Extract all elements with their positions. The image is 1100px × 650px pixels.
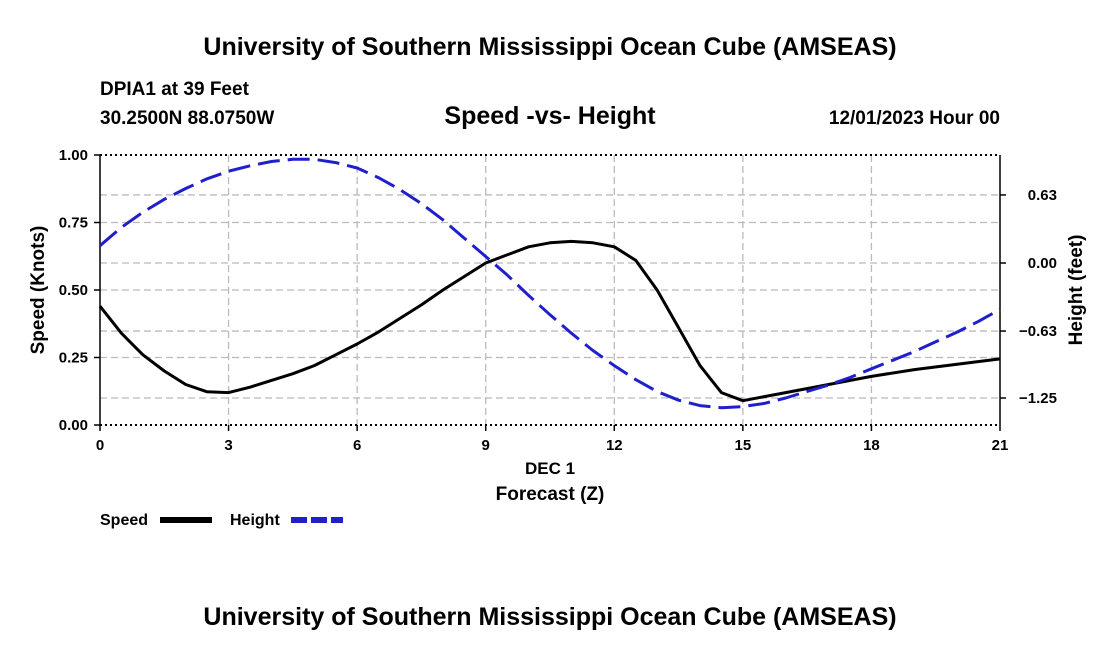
legend-speed-label: Speed	[100, 512, 148, 529]
y2-tick-label: 0.00	[1028, 255, 1057, 272]
date-label: DEC 1	[525, 459, 575, 478]
x-tick-label: 21	[992, 437, 1009, 454]
station-label: DPIA1 at 39 Feet	[100, 79, 250, 100]
x-tick-label: 18	[863, 437, 880, 454]
series-speed-line	[98, 239, 1001, 403]
axis-ticks: 0 3 6 9 12 15 18 21 0.00 0.25 0.50 0.75 1.00 0.63 0.00…	[59, 147, 1057, 454]
y-tick-label: 0.50	[59, 282, 88, 299]
y-tick-label: 0.25	[59, 350, 88, 367]
x-tick-label: 15	[735, 437, 752, 454]
x-tick-label: 0	[96, 437, 104, 454]
y-tick-label: 0.00	[59, 417, 88, 434]
y2-tick-label: −0.63	[1019, 323, 1057, 340]
y2-tick-label: 0.63	[1028, 187, 1057, 204]
y-axis-label: Speed (Knots)	[28, 226, 49, 355]
plot-frame	[99, 154, 1001, 426]
chart-title: Speed -vs- Height	[444, 102, 656, 130]
x-axis-label: Forecast (Z)	[496, 484, 605, 505]
x-tick-label: 6	[353, 437, 361, 454]
y2-tick-label: −1.25	[1019, 390, 1057, 407]
grid-lines	[100, 155, 1000, 425]
x-tick-label: 12	[606, 437, 623, 454]
coords-label: 30.2500N 88.0750W	[100, 108, 274, 129]
footer-title: University of Southern Mississippi Ocean…	[203, 603, 896, 631]
datetime-label: 12/01/2023 Hour 00	[829, 108, 1000, 129]
y-tick-label: 1.00	[59, 147, 88, 164]
x-tick-label: 9	[482, 437, 490, 454]
series-height-line	[99, 157, 1001, 410]
y-tick-label: 0.75	[59, 215, 88, 232]
legend: Speed Height	[100, 512, 343, 529]
report-title: University of Southern Mississippi Ocean…	[203, 33, 896, 61]
legend-height-label: Height	[230, 512, 280, 529]
series-group	[98, 157, 1001, 410]
y2-axis-label: Height (feet)	[1066, 235, 1087, 346]
x-tick-label: 3	[224, 437, 232, 454]
